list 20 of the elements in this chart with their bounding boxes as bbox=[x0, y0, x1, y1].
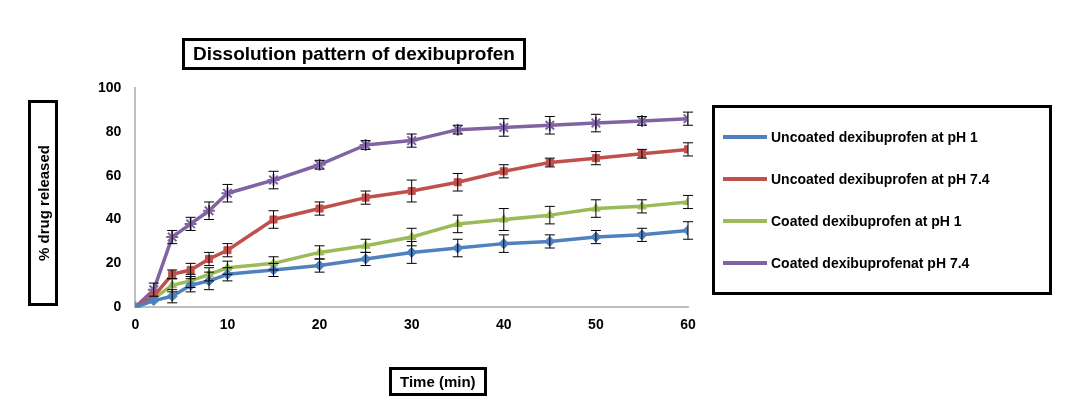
legend-label: Uncoated dexibuprofen at pH 1 bbox=[771, 129, 978, 145]
y-tick-label: 20 bbox=[105, 254, 122, 271]
x-axis-title: Time (min) bbox=[389, 367, 487, 396]
y-tick-label: 80 bbox=[105, 122, 122, 139]
x-tick-label: 40 bbox=[496, 316, 512, 333]
x-tick-label: 50 bbox=[588, 316, 604, 333]
x-tick-label: 30 bbox=[403, 316, 420, 333]
x-tick-label: 60 bbox=[680, 316, 696, 333]
x-tick-label: 10 bbox=[219, 316, 236, 333]
y-tick-label: 40 bbox=[105, 210, 122, 227]
x-tick-label: 20 bbox=[311, 316, 328, 333]
y-tick-label: 60 bbox=[105, 166, 122, 183]
chart-title: Dissolution pattern of dexibuprofen bbox=[182, 38, 526, 70]
legend-label: Coated dexibuprofenat pH 7.4 bbox=[771, 255, 970, 271]
legend-label: Uncoated dexibuprofen at pH 7.4 bbox=[771, 171, 990, 187]
y-axis-title: % drug released bbox=[34, 145, 52, 261]
legend-label: Coated dexibuprofen at pH 1 bbox=[771, 213, 962, 229]
y-tick-label: 100 bbox=[98, 78, 122, 95]
x-tick-label: 0 bbox=[131, 316, 140, 333]
y-tick-label: 0 bbox=[113, 298, 122, 315]
